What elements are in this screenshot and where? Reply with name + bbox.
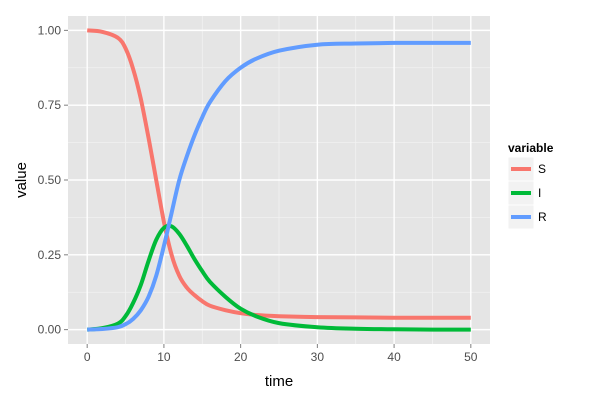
y-tick-label: 0.75 [38, 98, 62, 112]
series-line-R [87, 40, 471, 332]
x-axis-tick-labels: 0 10 20 30 40 50 [84, 350, 478, 364]
y-axis-tick-labels: 0.00 0.25 0.50 0.75 1.00 [38, 23, 62, 336]
x-tick-label: 20 [234, 350, 248, 364]
series-lines [87, 28, 471, 332]
y-tick-label: 0.00 [38, 323, 62, 337]
legend-title: variable [508, 141, 554, 155]
major-gridlines [68, 16, 490, 344]
y-tick-label: 0.50 [38, 173, 62, 187]
axis-ticks [64, 29, 472, 348]
y-tick-label: 1.00 [38, 23, 62, 37]
series-line-S [87, 28, 471, 320]
x-tick-label: 40 [387, 350, 401, 364]
legend: variable SIR [507, 141, 554, 230]
x-tick-label: 30 [311, 350, 325, 364]
legend-label-S: S [538, 162, 546, 176]
legend-items: SIR [507, 156, 547, 230]
x-axis-title: time [265, 373, 293, 390]
y-tick-label: 0.25 [38, 248, 62, 262]
legend-label-I: I [538, 186, 541, 200]
series-line-I [87, 223, 471, 332]
x-tick-label: 10 [157, 350, 171, 364]
x-tick-label: 0 [84, 350, 91, 364]
x-tick-label: 50 [464, 350, 478, 364]
legend-label-R: R [538, 210, 547, 224]
y-axis-title: value [13, 162, 30, 198]
